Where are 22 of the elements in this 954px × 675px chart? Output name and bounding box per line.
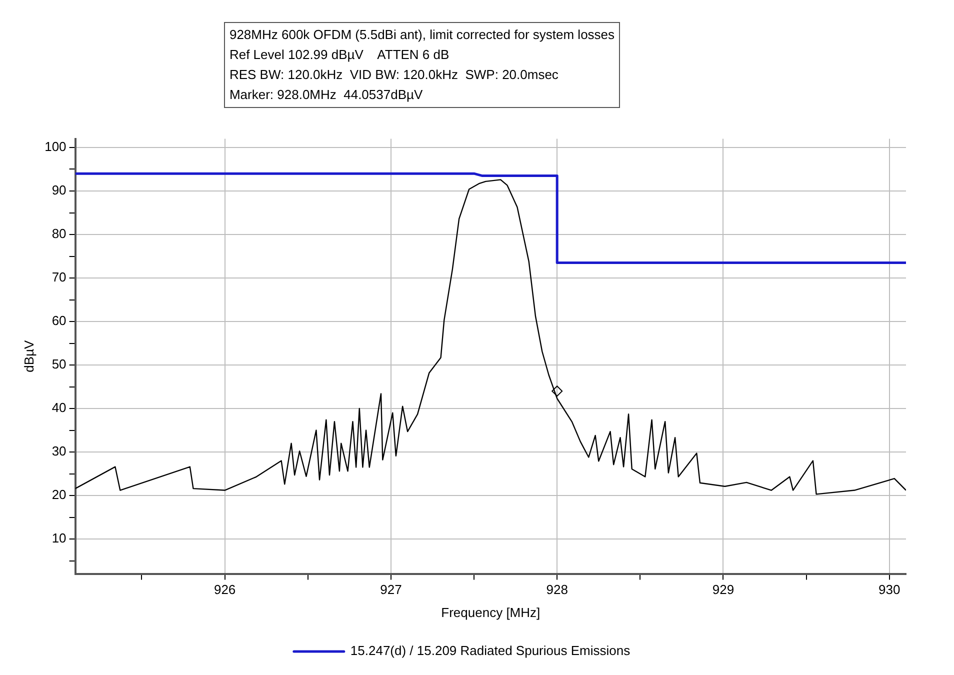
y-tick-label: 30 — [52, 444, 66, 459]
y-tick-label: 90 — [52, 182, 66, 198]
y-tick-label: 60 — [52, 313, 66, 328]
y-tick-label: 100 — [44, 139, 66, 154]
x-tick-label: 927 — [380, 582, 402, 598]
y-tick-label: 10 — [52, 530, 66, 546]
x-tick-label: 926 — [214, 582, 236, 598]
y-tick-label: 80 — [52, 226, 66, 242]
y-tick-label: 40 — [52, 400, 66, 416]
text: Marker: 928.0MHz 44.0537dBµV — [229, 86, 424, 104]
y-tick-label: 20 — [52, 487, 66, 502]
x-tick-label: 928 — [546, 582, 568, 598]
y-tick-label: 70 — [52, 270, 66, 285]
x-tick-label: 929 — [712, 582, 734, 598]
y-axis-title: dBµV — [21, 340, 36, 372]
legend-label: 15.247(d) / 15.209 Radiated Spurious Emissions — [350, 643, 631, 658]
y-tick-label: 50 — [52, 356, 66, 372]
text: Ref Level 102.99 dBµV ATTEN 6 dB — [229, 46, 450, 64]
x-tick-label: 930 — [878, 582, 900, 598]
text: RES BW: 120.0kHz VID BW: 120.0kHz SWP: 20.0msec — [229, 66, 560, 84]
chart-title: 928MHz 600k OFDM (5.5dBi ant), limit corrected for system losses — [229, 26, 615, 44]
x-axis-title: Frequency [MHz] — [441, 604, 540, 620]
